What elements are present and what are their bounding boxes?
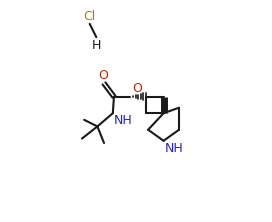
Text: O: O xyxy=(98,69,108,82)
Text: H: H xyxy=(92,39,101,52)
Text: O: O xyxy=(132,82,142,95)
Text: NH: NH xyxy=(165,142,183,155)
Text: Cl: Cl xyxy=(84,10,96,23)
Text: NH: NH xyxy=(114,114,133,127)
